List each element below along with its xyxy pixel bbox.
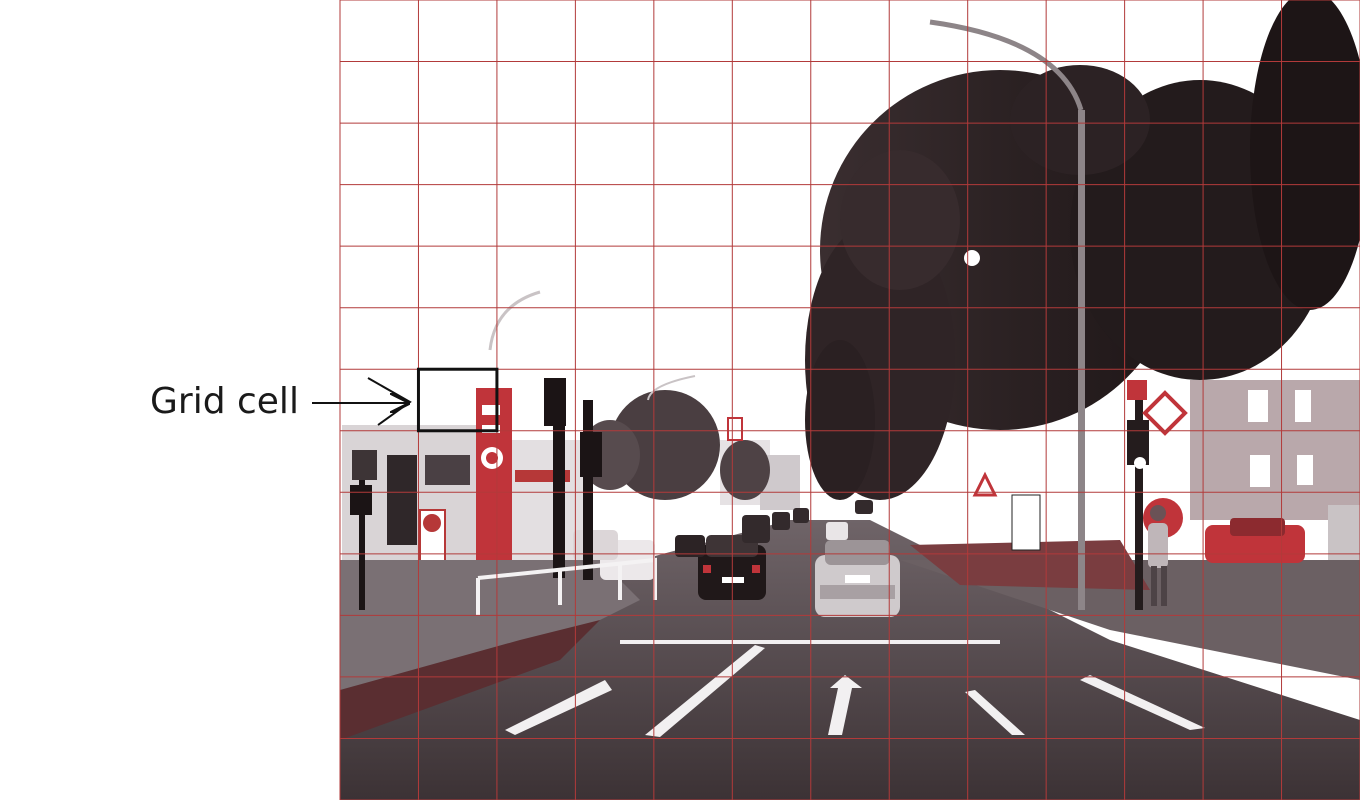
street-photo bbox=[340, 0, 1360, 800]
highlighted-grid-cell bbox=[416, 367, 499, 433]
median-grass bbox=[340, 620, 600, 740]
right-house bbox=[1190, 380, 1360, 595]
grid-cell-label: Grid cell bbox=[150, 381, 299, 422]
pedestrian bbox=[1148, 505, 1168, 606]
lane-markings bbox=[505, 640, 1205, 737]
right-sidewalk bbox=[900, 560, 1360, 680]
car-silver bbox=[815, 540, 900, 617]
car-left-far bbox=[573, 530, 705, 580]
car-red-right bbox=[1205, 518, 1305, 563]
car-distant bbox=[742, 500, 873, 543]
red-pylon bbox=[476, 388, 512, 568]
street-poles bbox=[350, 19, 1149, 610]
right-leaves bbox=[910, 540, 1150, 590]
callout-arrow-head bbox=[367, 377, 412, 426]
barriers bbox=[476, 557, 657, 615]
left-buildings bbox=[342, 425, 800, 586]
